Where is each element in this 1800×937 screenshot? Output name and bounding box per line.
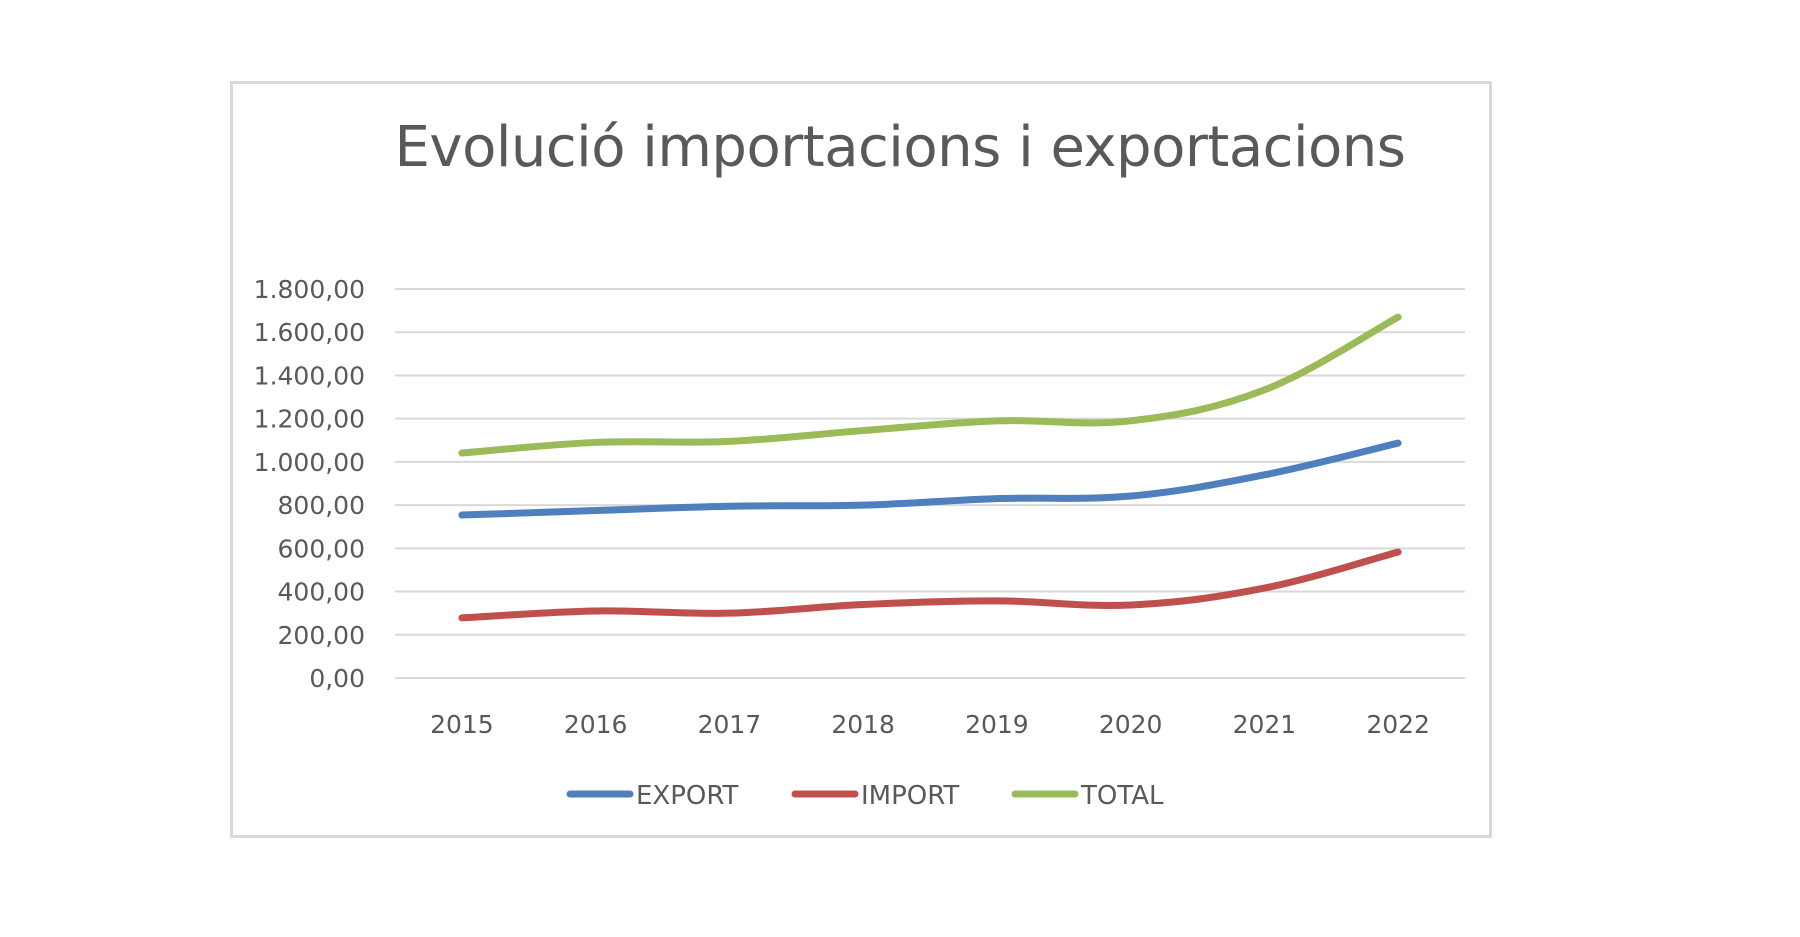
x-tick-label: 2020 <box>1099 710 1163 739</box>
y-tick-label: 1.400,00 <box>254 361 365 390</box>
x-tick-label: 2022 <box>1366 710 1430 739</box>
legend-label: IMPORT <box>861 781 959 811</box>
y-axis-ticks: 0,00 200,00 400,00 600,00 800,00 1.000,00 1.20… <box>254 275 365 693</box>
legend: EXPORT IMPORT TOTAL <box>566 781 1164 811</box>
y-tick-label: 1.000,00 <box>254 448 365 477</box>
series-line-total <box>458 313 1402 457</box>
legend-item-import: IMPORT <box>791 781 959 811</box>
y-tick-label: 800,00 <box>278 491 365 520</box>
x-tick-label: 2015 <box>430 710 494 739</box>
legend-item-export: EXPORT <box>566 781 739 811</box>
y-tick-label: 1.200,00 <box>254 405 365 434</box>
x-axis-ticks: 2015 2016 2017 2018 2019 2020 2021 2022 <box>430 710 1430 739</box>
legend-item-total: TOTAL <box>1011 781 1164 811</box>
legend-label: EXPORT <box>636 781 739 811</box>
y-tick-label: 400,00 <box>278 578 365 607</box>
x-tick-label: 2018 <box>831 710 895 739</box>
x-tick-label: 2021 <box>1233 710 1297 739</box>
y-tick-label: 0,00 <box>309 664 365 693</box>
x-tick-label: 2019 <box>965 710 1029 739</box>
series-line-export <box>458 439 1402 519</box>
x-tick-label: 2016 <box>564 710 628 739</box>
legend-label: TOTAL <box>1080 781 1164 811</box>
series-lines <box>458 313 1402 622</box>
y-tick-label: 200,00 <box>278 621 365 650</box>
y-tick-label: 1.600,00 <box>254 318 365 347</box>
y-tick-label: 1.800,00 <box>254 275 365 304</box>
y-tick-label: 600,00 <box>278 534 365 563</box>
series-line-import <box>458 548 1402 622</box>
x-tick-label: 2017 <box>698 710 762 739</box>
gridlines <box>395 288 1465 679</box>
chart-title: Evolució importacions i exportacions <box>394 115 1406 180</box>
chart-frame <box>230 81 1492 838</box>
